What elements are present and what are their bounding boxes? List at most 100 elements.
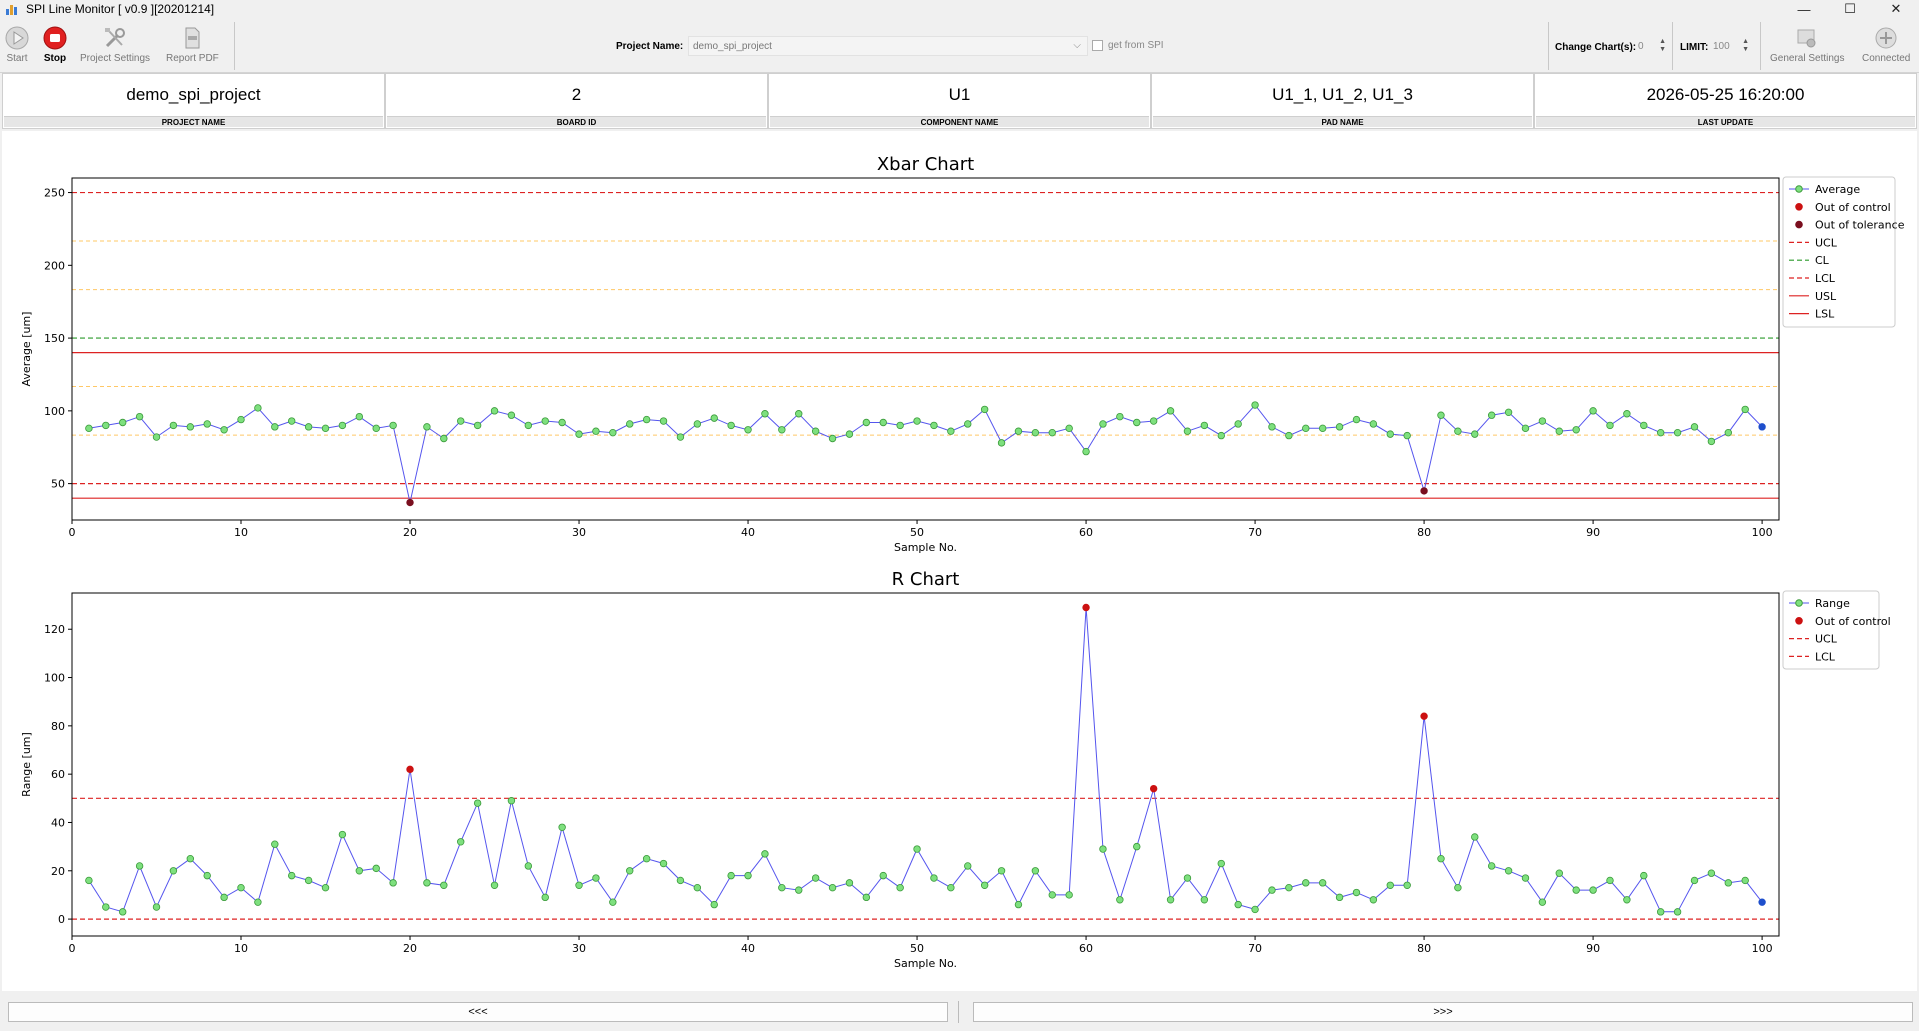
report-pdf-button[interactable]: Report PDF [166, 25, 219, 64]
data-point [811, 874, 820, 882]
x-tick-label: 70 [1248, 942, 1262, 955]
data-point [592, 427, 600, 435]
data-point [626, 420, 634, 428]
data-point [744, 871, 752, 880]
limit-spinbox[interactable]: 100 ▲ ▼ [1711, 38, 1749, 56]
board-id-value: 2 [571, 85, 582, 104]
project-name-value: demo_spi_project [126, 85, 261, 104]
spin-arrows-icon[interactable]: ▲ ▼ [1659, 38, 1666, 53]
start-button[interactable]: Start [4, 25, 30, 64]
x-tick-label: 50 [910, 942, 924, 955]
legend-entry: Average [1815, 183, 1860, 196]
latest-point [1758, 898, 1766, 906]
data-point [862, 893, 871, 902]
data-point [288, 871, 296, 880]
get-from-spi-label: get from SPI [1108, 40, 1164, 51]
general-settings-button[interactable]: General Settings [1770, 25, 1845, 64]
data-point [947, 883, 955, 892]
data-point [947, 427, 955, 435]
settings-window-icon [1797, 29, 1816, 48]
legend-entry: USL [1815, 290, 1837, 303]
next-page-button[interactable]: >>> [973, 1002, 1913, 1022]
previous-page-button[interactable]: <<< [8, 1002, 948, 1022]
data-point [457, 838, 465, 846]
connection-status-button[interactable]: Connected [1862, 25, 1910, 64]
project-settings-label: Project Settings [80, 53, 151, 64]
data-point [913, 417, 921, 425]
data-point [1183, 427, 1192, 435]
data-point [152, 433, 161, 441]
pad-name-value: U1_1, U1_2, U1_3 [1272, 85, 1413, 104]
data-point [1521, 424, 1530, 433]
data-point [389, 421, 397, 430]
limit-label: LIMIT: [1680, 42, 1709, 53]
y-tick-label: 80 [51, 720, 65, 733]
info-board-id: 2 BOARD ID [385, 73, 768, 129]
footer-separator [958, 1001, 959, 1023]
data-point [592, 874, 600, 882]
data-point [1116, 412, 1124, 421]
data-point [355, 867, 364, 875]
data-point [609, 898, 617, 906]
pdf-document-icon [185, 27, 200, 49]
data-point [1741, 876, 1749, 885]
stop-label: Stop [43, 53, 67, 64]
data-point [710, 414, 718, 422]
data-point [1318, 879, 1327, 887]
data-point [152, 903, 161, 911]
data-point [1065, 424, 1073, 433]
y-tick-label: 40 [51, 816, 65, 829]
data-point [980, 881, 989, 889]
y-tick-label: 0 [58, 913, 65, 926]
data-point [338, 421, 347, 430]
data-point [845, 879, 854, 887]
general-settings-label: General Settings [1770, 53, 1845, 64]
stop-button[interactable]: Stop [42, 25, 68, 64]
data-point [964, 420, 972, 428]
project-name-select[interactable]: demo_spi_project ⌵ [688, 36, 1088, 56]
minimize-button[interactable]: — [1797, 1, 1811, 17]
data-point [1268, 423, 1276, 431]
project-settings-button[interactable]: Project Settings [80, 25, 150, 64]
maximize-button[interactable]: ☐ [1844, 1, 1856, 16]
data-point [1555, 869, 1563, 877]
data-point [761, 850, 769, 858]
y-axis-label: Range [um] [20, 732, 33, 797]
data-point [1133, 842, 1141, 851]
data-point [642, 415, 651, 424]
get-from-spi-checkbox[interactable] [1092, 40, 1103, 51]
legend-entry: UCL [1815, 633, 1838, 646]
x-tick-label: 20 [403, 526, 417, 539]
change-charts-spinbox[interactable]: 0 ▲ ▼ [1636, 38, 1666, 56]
x-axis-label: Sample No. [894, 541, 957, 554]
data-point [372, 864, 380, 873]
info-project-name: demo_spi_project PROJECT NAME [2, 73, 385, 129]
data-point [169, 421, 178, 430]
x-tick-label: 60 [1079, 526, 1093, 539]
data-point [1302, 424, 1310, 433]
data-point [423, 423, 431, 431]
connected-label: Connected [1862, 53, 1911, 64]
close-button[interactable]: ✕ [1890, 1, 1902, 16]
x-tick-label: 40 [741, 942, 755, 955]
pad-name-caption: PAD NAME [1153, 116, 1532, 127]
spin-arrows-icon[interactable]: ▲ ▼ [1742, 38, 1749, 53]
board-id-caption: BOARD ID [387, 116, 766, 127]
data-point [423, 879, 431, 887]
x-tick-label: 30 [572, 526, 586, 539]
chart-title: R Chart [892, 569, 960, 590]
data-point [896, 421, 904, 430]
y-tick-label: 200 [44, 259, 65, 272]
legend-swatch-point [1795, 617, 1803, 625]
data-point [1690, 423, 1699, 431]
x-tick-label: 100 [1752, 526, 1773, 539]
data-point [1471, 430, 1479, 438]
data-point [1504, 867, 1513, 875]
y-tick-label: 60 [51, 768, 65, 781]
data-point [676, 433, 685, 441]
data-point [930, 421, 938, 430]
out-of-control-point [1420, 712, 1428, 720]
data-point [1403, 431, 1411, 440]
data-point [862, 418, 871, 427]
data-point [135, 412, 144, 421]
